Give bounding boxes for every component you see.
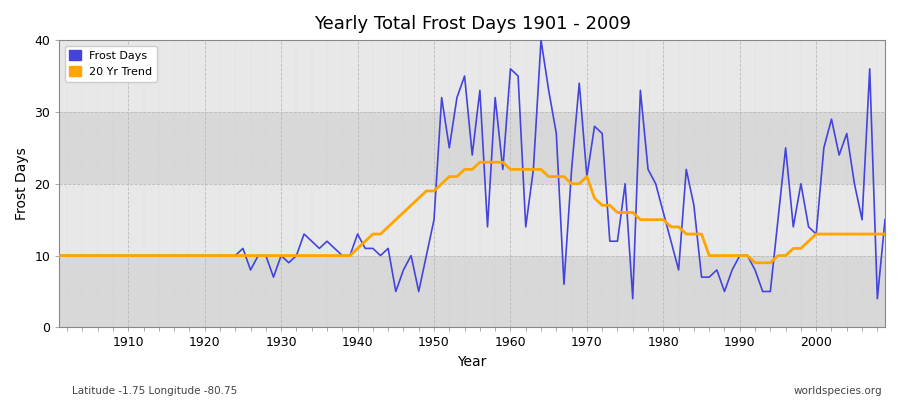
Frost Days — [115, 253, 126, 258]
Frost Days — [536, 38, 546, 42]
Legend: Frost Days, 20 Yr Trend: Frost Days, 20 Yr Trend — [65, 46, 157, 82]
20 Yr Trend — [474, 160, 485, 165]
Frost Days — [284, 260, 294, 265]
20 Yr Trend — [513, 167, 524, 172]
Bar — [59, 256, 885, 328]
Line: Frost Days: Frost Days — [59, 40, 885, 299]
Frost Days — [329, 246, 340, 251]
Text: worldspecies.org: worldspecies.org — [794, 386, 882, 396]
Frost Days — [605, 239, 616, 244]
20 Yr Trend — [505, 167, 516, 172]
Frost Days — [54, 253, 65, 258]
Frost Days — [498, 167, 508, 172]
20 Yr Trend — [329, 253, 340, 258]
Frost Days — [627, 296, 638, 301]
20 Yr Trend — [54, 253, 65, 258]
20 Yr Trend — [284, 253, 294, 258]
Bar — [59, 112, 885, 184]
Title: Yearly Total Frost Days 1901 - 2009: Yearly Total Frost Days 1901 - 2009 — [314, 15, 631, 33]
X-axis label: Year: Year — [457, 355, 487, 369]
20 Yr Trend — [750, 260, 760, 265]
Frost Days — [879, 217, 890, 222]
Line: 20 Yr Trend: 20 Yr Trend — [59, 162, 885, 263]
Frost Days — [505, 66, 516, 71]
Text: Latitude -1.75 Longitude -80.75: Latitude -1.75 Longitude -80.75 — [72, 386, 238, 396]
20 Yr Trend — [879, 232, 890, 236]
20 Yr Trend — [115, 253, 126, 258]
Y-axis label: Frost Days: Frost Days — [15, 147, 29, 220]
20 Yr Trend — [605, 203, 616, 208]
